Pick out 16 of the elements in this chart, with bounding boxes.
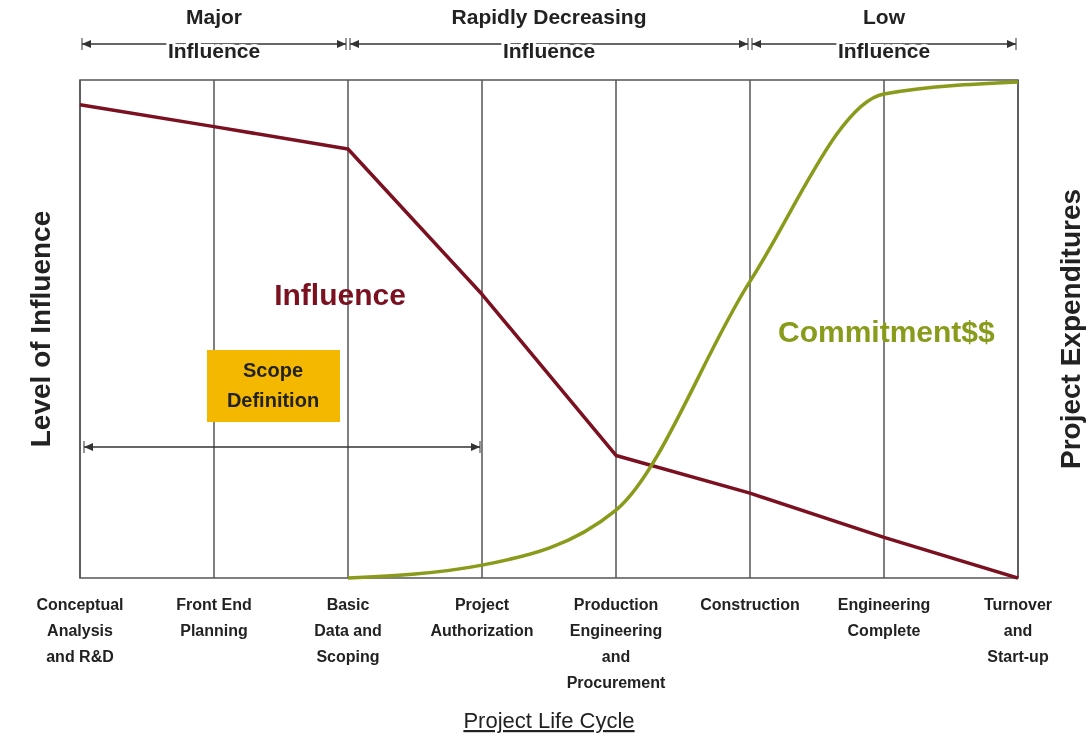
x-tick-label: Conceptual Analysis and R&D xyxy=(36,596,124,665)
annotation: Scope Definition xyxy=(226,359,320,411)
series-label: Influence xyxy=(274,278,406,311)
text: Low Influence xyxy=(837,5,931,62)
y-axis-title: Level of Influence xyxy=(25,210,56,448)
x-tick-label: Construction xyxy=(700,596,800,613)
x-tick-label: Basic Data and Scoping xyxy=(314,596,382,665)
text: Rapidly Decreasing Influence xyxy=(451,5,647,62)
text: Major Influence xyxy=(167,5,261,62)
x-axis-title: Project Life Cycle xyxy=(463,708,635,733)
x-tick-label: Project Authorization xyxy=(430,596,534,639)
x-tick-label: Front End Planning xyxy=(176,596,252,639)
y2-axis-title: Project Expenditures xyxy=(1055,188,1086,470)
x-tick-label: Turnover and Start-up xyxy=(983,596,1053,665)
x-tick-label: Engineering Complete xyxy=(837,596,931,639)
x-tick-label: Production Engineering and Procurement xyxy=(566,596,667,691)
